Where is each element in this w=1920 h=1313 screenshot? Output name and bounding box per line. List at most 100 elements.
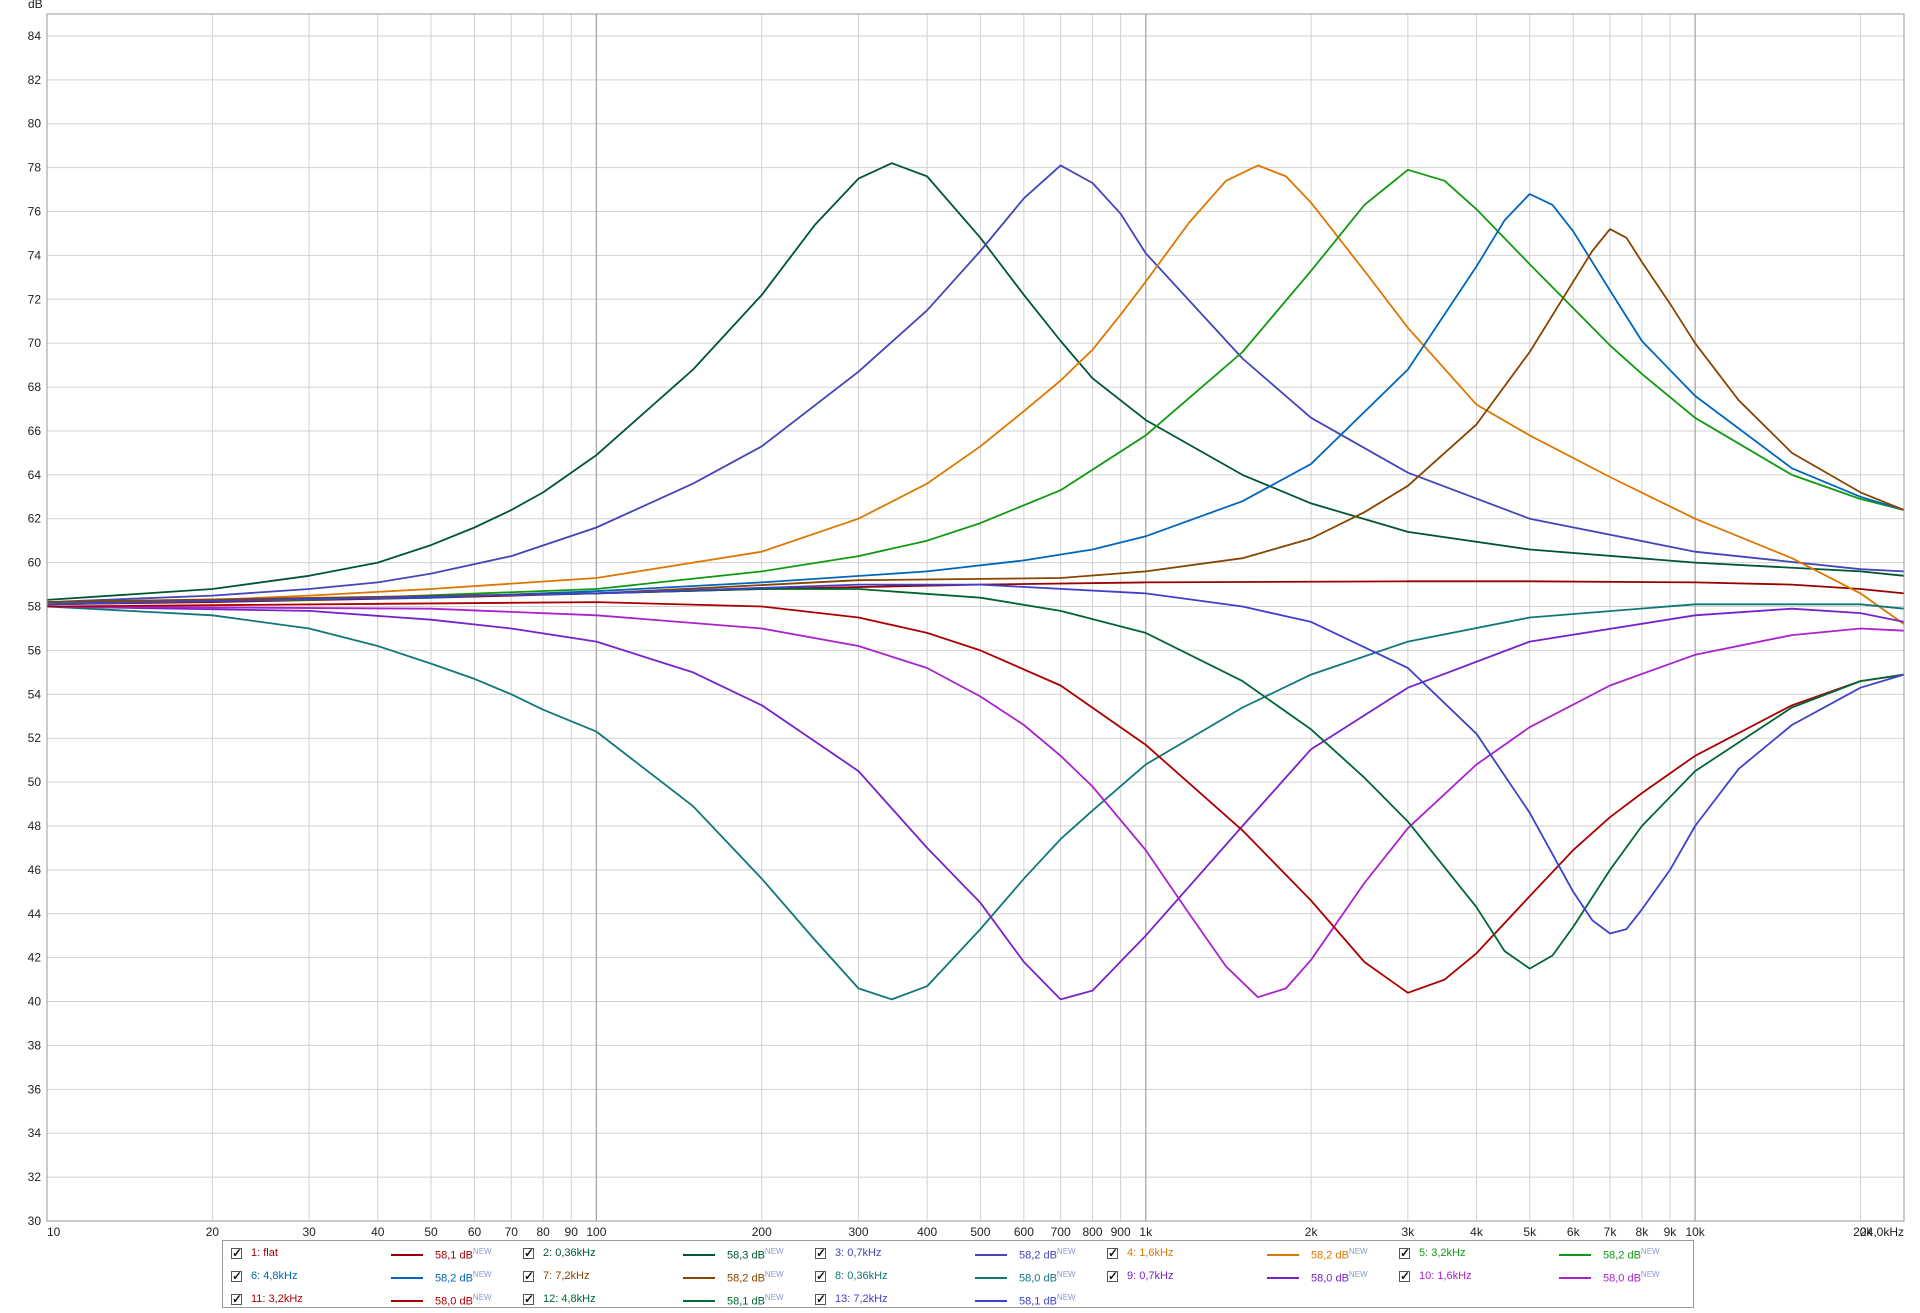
legend-item-2[interactable]: 2: 0,36kHz 58,3 dBNEW bbox=[515, 1245, 807, 1265]
x-tick-label: 4k bbox=[1470, 1225, 1484, 1239]
series-line-10 bbox=[46, 605, 1905, 999]
legend-checkbox[interactable] bbox=[1399, 1269, 1410, 1283]
legend-item-6[interactable]: 6: 4,8kHz 58,2 dBNEW bbox=[223, 1268, 515, 1288]
legend-color-swatch bbox=[1267, 1277, 1299, 1279]
legend-new-badge: NEW bbox=[1640, 1270, 1660, 1279]
legend-item-1[interactable]: 1: flat 58,1 dBNEW bbox=[223, 1245, 515, 1265]
x-tick-label: 10k bbox=[1685, 1225, 1705, 1239]
legend-series-name: 4: 1,6kHz bbox=[1127, 1247, 1174, 1259]
x-tick-label: 20 bbox=[206, 1225, 220, 1239]
x-tick-label: 300 bbox=[848, 1225, 868, 1239]
legend-checkbox[interactable] bbox=[231, 1292, 242, 1306]
legend-series-value: 58,2 dBNEW bbox=[1603, 1247, 1660, 1262]
legend-checkbox[interactable] bbox=[231, 1246, 242, 1260]
legend-color-swatch bbox=[975, 1254, 1007, 1256]
y-tick-label: 54 bbox=[28, 687, 42, 701]
y-tick-label: 60 bbox=[28, 556, 42, 570]
y-tick-label: 58 bbox=[28, 600, 42, 614]
y-tick-label: 38 bbox=[28, 1038, 42, 1052]
legend-checkbox[interactable] bbox=[815, 1246, 826, 1260]
legend-checkbox[interactable] bbox=[231, 1269, 242, 1283]
legend-color-swatch bbox=[391, 1277, 423, 1279]
legend-item-9[interactable]: 9: 0,7kHz 58,0 dBNEW bbox=[1099, 1268, 1391, 1288]
plot-frame bbox=[46, 13, 1905, 1222]
y-tick-label: 48 bbox=[28, 819, 42, 833]
legend-series-name: 1: flat bbox=[251, 1247, 278, 1259]
y-tick-label: 78 bbox=[28, 161, 42, 175]
axis-tick-labels: 30 32 34 36 38 40 42 44 46 48 50 52 54 56 58 60 62 64 66 68… bbox=[28, 29, 1904, 1239]
series-lines bbox=[46, 162, 1905, 1001]
x-tick-label: 6k bbox=[1567, 1225, 1581, 1239]
legend-item-8[interactable]: 8: 0,36kHz 58,0 dBNEW bbox=[807, 1268, 1099, 1288]
y-tick-label: 52 bbox=[28, 731, 42, 745]
y-tick-label: 84 bbox=[28, 29, 42, 43]
x-tick-label: 800 bbox=[1082, 1225, 1102, 1239]
legend-series-name: 5: 3,2kHz bbox=[1419, 1247, 1466, 1259]
legend-series-value: 58,0 dBNEW bbox=[435, 1293, 492, 1308]
legend-color-swatch bbox=[975, 1300, 1007, 1302]
legend-new-badge: NEW bbox=[472, 1247, 492, 1256]
legend-item-10[interactable]: 10: 1,6kHz 58,0 dBNEW bbox=[1391, 1268, 1683, 1288]
x-tick-label: 10 bbox=[47, 1225, 61, 1239]
legend-new-badge: NEW bbox=[764, 1293, 784, 1302]
series-line-11 bbox=[46, 601, 1905, 994]
x-tick-label: 70 bbox=[505, 1225, 519, 1239]
x-tick-label: 600 bbox=[1014, 1225, 1034, 1239]
legend-color-swatch bbox=[1559, 1277, 1591, 1279]
legend-new-badge: NEW bbox=[764, 1270, 784, 1279]
legend-checkbox[interactable] bbox=[523, 1292, 534, 1306]
legend-panel: 1: flat 58,1 dBNEW 2: 0,36kHz 58,3 dBNEW 3: … bbox=[222, 1240, 1694, 1308]
legend-color-swatch bbox=[683, 1254, 715, 1256]
legend-color-swatch bbox=[683, 1300, 715, 1302]
legend-item-11[interactable]: 11: 3,2kHz 58,0 dBNEW bbox=[223, 1291, 515, 1311]
y-tick-label: 72 bbox=[28, 292, 42, 306]
legend-item-7[interactable]: 7: 7,2kHz 58,2 dBNEW bbox=[515, 1268, 807, 1288]
legend-new-badge: NEW bbox=[1056, 1247, 1076, 1256]
y-tick-label: 66 bbox=[28, 424, 42, 438]
x-tick-label: 200 bbox=[752, 1225, 772, 1239]
x-tick-label: 8k bbox=[1636, 1225, 1650, 1239]
y-tick-label: 46 bbox=[28, 863, 42, 877]
y-axis-unit-label: dB bbox=[28, 0, 43, 11]
legend-item-3[interactable]: 3: 0,7kHz 58,2 dBNEW bbox=[807, 1245, 1099, 1265]
legend-item-5[interactable]: 5: 3,2kHz 58,2 dBNEW bbox=[1391, 1245, 1683, 1265]
y-tick-label: 56 bbox=[28, 643, 42, 657]
legend-new-badge: NEW bbox=[1056, 1293, 1076, 1302]
x-tick-label: 9k bbox=[1664, 1225, 1678, 1239]
series-line-6 bbox=[46, 193, 1905, 603]
legend-new-badge: NEW bbox=[1348, 1247, 1368, 1256]
legend-checkbox[interactable] bbox=[523, 1246, 534, 1260]
y-tick-label: 76 bbox=[28, 205, 42, 219]
legend-checkbox[interactable] bbox=[1107, 1246, 1118, 1260]
y-tick-label: 62 bbox=[28, 512, 42, 526]
legend-item-12[interactable]: 12: 4,8kHz 58,1 dBNEW bbox=[515, 1291, 807, 1311]
x-tick-label: 3k bbox=[1402, 1225, 1416, 1239]
legend-series-value: 58,2 dBNEW bbox=[1019, 1247, 1076, 1262]
x-tick-label: 50 bbox=[424, 1225, 438, 1239]
x-tick-label: 30 bbox=[302, 1225, 316, 1239]
legend-series-value: 58,1 dBNEW bbox=[727, 1293, 784, 1308]
legend-checkbox[interactable] bbox=[815, 1292, 826, 1306]
y-tick-label: 32 bbox=[28, 1170, 42, 1184]
legend-checkbox[interactable] bbox=[815, 1269, 826, 1283]
legend-checkbox[interactable] bbox=[523, 1269, 534, 1283]
legend-color-swatch bbox=[1267, 1254, 1299, 1256]
series-line-8 bbox=[46, 603, 1905, 1001]
series-line-5 bbox=[46, 168, 1905, 603]
x-tick-label: 24,0kHz bbox=[1860, 1225, 1904, 1239]
legend-series-name: 6: 4,8kHz bbox=[251, 1270, 298, 1282]
legend-series-name: 13: 7,2kHz bbox=[835, 1293, 888, 1305]
y-tick-label: 36 bbox=[28, 1082, 42, 1096]
y-tick-label: 30 bbox=[28, 1214, 42, 1228]
legend-item-4[interactable]: 4: 1,6kHz 58,2 dBNEW bbox=[1099, 1245, 1391, 1265]
y-tick-label: 42 bbox=[28, 951, 42, 965]
legend-series-value: 58,2 dBNEW bbox=[727, 1270, 784, 1285]
legend-new-badge: NEW bbox=[472, 1293, 492, 1302]
y-tick-label: 80 bbox=[28, 117, 42, 131]
legend-series-value: 58,1 dBNEW bbox=[435, 1247, 492, 1262]
y-tick-label: 74 bbox=[28, 248, 42, 262]
grid-lines bbox=[47, 14, 1904, 1222]
legend-checkbox[interactable] bbox=[1399, 1246, 1410, 1260]
legend-checkbox[interactable] bbox=[1107, 1269, 1118, 1283]
legend-item-13[interactable]: 13: 7,2kHz 58,1 dBNEW bbox=[807, 1291, 1099, 1311]
